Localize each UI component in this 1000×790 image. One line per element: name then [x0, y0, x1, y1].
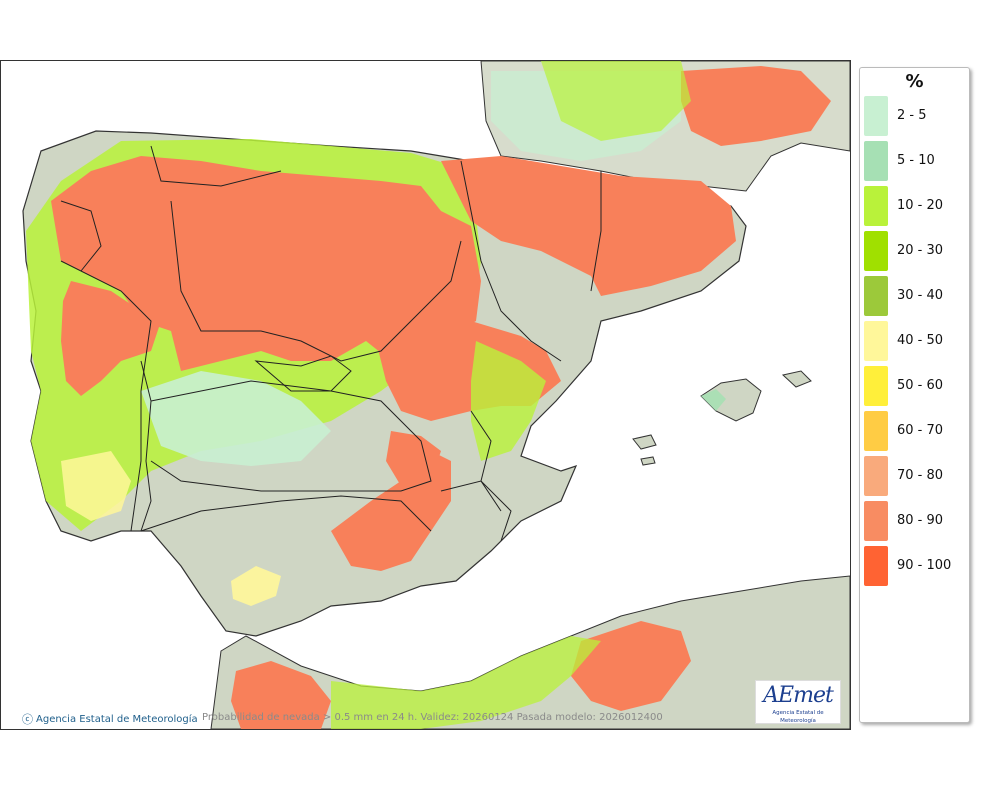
field-red-africa-west: [231, 661, 331, 729]
legend-item: 40 - 50: [864, 321, 969, 361]
field-yellow-south: [61, 451, 131, 521]
legend-swatch: [864, 411, 888, 451]
border-portugal: [60, 260, 152, 532]
legend-unit: %: [905, 71, 924, 92]
legend-item: 80 - 90: [864, 501, 969, 541]
legend-item: 50 - 60: [864, 366, 969, 406]
border-murcia: [440, 480, 512, 542]
field-red-africa-east: [571, 621, 691, 711]
legend-swatch: [864, 456, 888, 496]
legend-swatch: [864, 546, 888, 586]
legend-swatch: [864, 321, 888, 361]
border-galicia: [60, 200, 102, 272]
credit-text: Agencia Estatal de Meteorología: [36, 713, 198, 725]
legend-swatch: [864, 96, 888, 136]
legend-swatch: [864, 231, 888, 271]
field-green-mallorca: [701, 389, 726, 411]
legend-label: 80 - 90: [897, 513, 944, 528]
legend-swatch: [864, 501, 888, 541]
field-green-levante: [471, 341, 546, 461]
legend-panel: % 2 - 5 5 - 10 10 - 20 20 - 30 30 - 40 40 - 5…: [859, 67, 970, 723]
logo-mark: AEmet: [763, 683, 834, 708]
legend-swatch: [864, 366, 888, 406]
agency-credit: ⓒ Agencia Estatal de Meteorología: [22, 711, 198, 727]
border-cataluna: [590, 171, 602, 292]
border-asturias: [150, 145, 282, 187]
legend-item: 90 - 100: [864, 546, 969, 586]
legend-label: 60 - 70: [897, 423, 944, 438]
balearic-menorca: [781, 370, 812, 388]
legend-label: 70 - 80: [897, 468, 944, 483]
aemet-logo: AEmet Agencia Estatal de Meteorología: [755, 680, 841, 724]
field-mint-centre: [141, 371, 331, 466]
legend-label: 2 - 5: [897, 108, 927, 123]
field-red-portugal: [61, 281, 161, 396]
legend-swatch: [864, 141, 888, 181]
border-andalucia: [140, 495, 432, 532]
field-red-pyrenees: [441, 156, 736, 296]
legend-item: 70 - 80: [864, 456, 969, 496]
legend-label: 50 - 60: [897, 378, 944, 393]
legend-item: 10 - 20: [864, 186, 969, 226]
legend-item: 2 - 5: [864, 96, 969, 136]
legend-label: 40 - 50: [897, 333, 944, 348]
probability-map: [0, 60, 851, 730]
balearic-formentera: [640, 456, 656, 466]
legend-item: 5 - 10: [864, 141, 969, 181]
legend-item: 30 - 40: [864, 276, 969, 316]
legend-item: 60 - 70: [864, 411, 969, 451]
field-green-africa: [331, 636, 601, 729]
border-castilla-mancha: [150, 380, 432, 492]
border-extremadura: [140, 360, 152, 532]
border-aragon: [460, 160, 562, 362]
field-red-france: [681, 66, 831, 146]
field-red-teruel: [386, 431, 441, 486]
legend-label: 5 - 10: [897, 153, 935, 168]
map-canvas: [22, 61, 850, 729]
border-madrid: [254, 355, 352, 392]
legend-item: 20 - 30: [864, 231, 969, 271]
field-yellow-nevada: [231, 566, 281, 606]
border-castilla-leon: [170, 200, 462, 362]
balearic-ibiza: [632, 434, 657, 450]
map-caption: Probabilidad de nevada > 0.5 mm en 24 h.…: [202, 712, 663, 723]
legend-label: 30 - 40: [897, 288, 944, 303]
logo-subtitle: Agencia Estatal de Meteorología: [772, 710, 824, 724]
copyright-icon: ⓒ: [22, 713, 33, 726]
legend-label: 10 - 20: [897, 198, 944, 213]
probability-fields: [26, 61, 831, 729]
legend-swatch: [864, 276, 888, 316]
legend-label: 20 - 30: [897, 243, 944, 258]
legend-label: 90 - 100: [897, 558, 952, 573]
legend-swatch: [864, 186, 888, 226]
field-red-north: [51, 156, 481, 371]
field-green-france: [541, 61, 691, 141]
region-borders: [60, 145, 602, 542]
border-valencia: [470, 410, 502, 512]
